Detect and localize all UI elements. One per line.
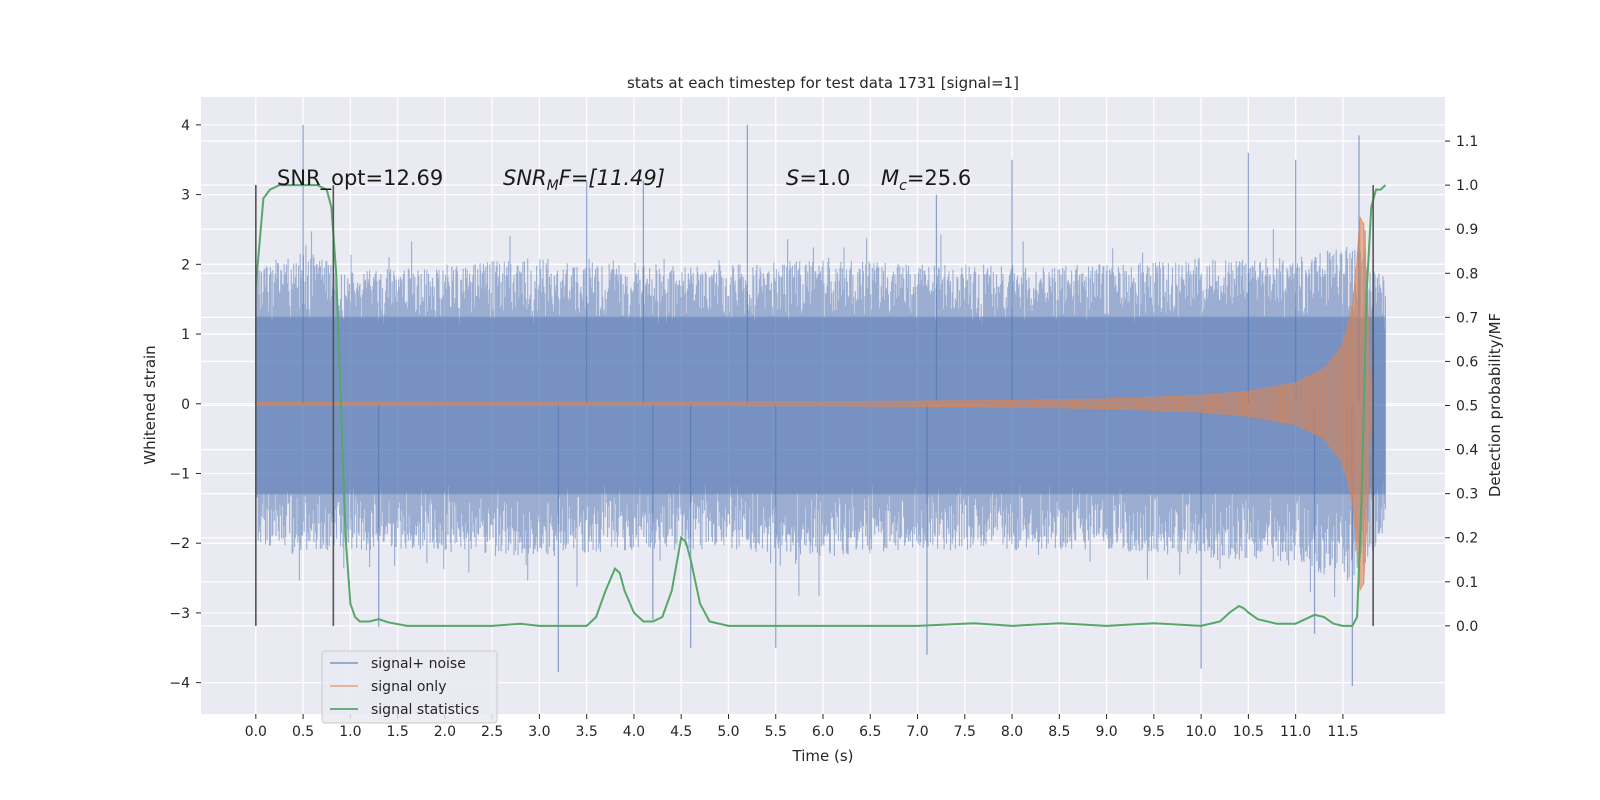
vertical-lines xyxy=(255,185,1374,626)
y-right-tick-label-0: 1.1 xyxy=(1456,134,1478,150)
legend-label-signal-only: signal only xyxy=(371,679,446,695)
x-tick-label-16: 8.0 xyxy=(1001,724,1023,740)
x-tick-label-2: 1.0 xyxy=(339,724,361,740)
y-left-tick-label-7: −3 xyxy=(169,606,190,622)
legend-box xyxy=(321,650,498,724)
annotation-snr-mf-suffix-f: F=[11.49] xyxy=(559,166,665,190)
x-tick-label-7: 3.5 xyxy=(576,724,598,740)
x-tick-label-19: 9.5 xyxy=(1143,724,1165,740)
series-layer xyxy=(254,124,1387,687)
x-tick-label-13: 6.5 xyxy=(859,724,881,740)
x-tick-label-14: 7.0 xyxy=(906,724,928,740)
x-tick-label-3: 1.5 xyxy=(386,724,408,740)
legend-label-signal-noise: signal+ noise xyxy=(371,656,466,672)
y-left-tick-label-0: 4 xyxy=(181,118,190,134)
y-right-tick-label-11: 0.0 xyxy=(1456,619,1478,635)
x-tick-label-8: 4.0 xyxy=(623,724,645,740)
y-right-tick-label-10: 0.1 xyxy=(1456,575,1478,591)
y-right-tick-label-6: 0.5 xyxy=(1456,399,1478,415)
x-axis-label: Time (s) xyxy=(792,747,854,765)
series-signal-statistics xyxy=(254,184,1387,627)
legend: signal+ noise signal only signal statist… xyxy=(321,650,498,724)
y-right-tick-label-1: 1.0 xyxy=(1456,178,1478,194)
y-left-tick-label-8: −4 xyxy=(169,676,190,692)
annotation-s-prefix: S xyxy=(786,166,799,190)
legend-label-signal-statistics: signal statistics xyxy=(371,702,479,718)
x-tick-label-17: 8.5 xyxy=(1048,724,1070,740)
annotation-mc: Mc=25.6 xyxy=(881,166,971,194)
y-left-tick-label-2: 2 xyxy=(181,257,190,273)
x-tick-label-18: 9.0 xyxy=(1095,724,1117,740)
x-tick-label-21: 10.5 xyxy=(1233,724,1264,740)
x-tick-label-20: 10.0 xyxy=(1186,724,1217,740)
x-tick-label-22: 11.0 xyxy=(1280,724,1311,740)
y-right-tick-label-2: 0.9 xyxy=(1456,222,1478,238)
x-tick-label-15: 7.5 xyxy=(954,724,976,740)
annotation-mc-prefix: M xyxy=(881,166,899,190)
annotation-mc-suffix: =25.6 xyxy=(907,166,971,190)
annotation-s-suffix: =1.0 xyxy=(799,166,850,190)
annotation-snr-mf-prefix: SNR xyxy=(503,166,547,190)
annotation-snr-opt: SNR_opt=12.69 xyxy=(277,166,443,191)
x-tick-label-1: 0.5 xyxy=(292,724,314,740)
y-left-tick-label-3: 1 xyxy=(181,327,190,343)
x-tick-label-5: 2.5 xyxy=(481,724,503,740)
annotation-s: S=1.0 xyxy=(786,166,850,190)
y-right-tick-label-9: 0.2 xyxy=(1456,531,1478,547)
chart-title: stats at each timestep for test data 173… xyxy=(627,74,1019,92)
y-right-tick-label-4: 0.7 xyxy=(1456,310,1478,326)
y-left-tick-label-1: 3 xyxy=(181,188,190,204)
y-right-tick-label-7: 0.4 xyxy=(1456,443,1478,459)
series-signal-only xyxy=(255,215,1372,592)
x-tick-label-9: 4.5 xyxy=(670,724,692,740)
y-axis-label-left: Whitened strain xyxy=(141,345,159,464)
ticks: 0.0 0.5 1.0 1.5 2.0 2.5 3.0 3.5 4.0 4.5 5.0 5.5 6.0 6… xyxy=(169,118,1478,740)
annotation-snr-mf-sub: M xyxy=(547,178,559,194)
x-tick-label-23: 11.5 xyxy=(1327,724,1358,740)
y-axis-label-right: Detection probability/MF xyxy=(1486,313,1504,497)
x-tick-label-11: 5.5 xyxy=(765,724,787,740)
y-left-tick-label-4: 0 xyxy=(181,397,190,413)
annotations: SNR_opt=12.69 SNRMF=[11.49] S=1.0 Mc=25.… xyxy=(277,166,971,194)
x-tick-label-0: 0.0 xyxy=(245,724,267,740)
y-right-tick-label-3: 0.8 xyxy=(1456,266,1478,282)
y-left-tick-label-5: −1 xyxy=(169,466,190,482)
x-tick-label-6: 3.0 xyxy=(528,724,550,740)
x-tick-label-4: 2.0 xyxy=(434,724,456,740)
annotation-mc-sub: c xyxy=(899,178,907,194)
x-tick-label-10: 5.0 xyxy=(717,724,739,740)
x-tick-label-12: 6.0 xyxy=(812,724,834,740)
annotation-snr-mf: SNRMF=[11.49] xyxy=(503,166,665,194)
y-left-tick-label-6: −2 xyxy=(169,536,190,552)
y-right-tick-label-8: 0.3 xyxy=(1456,487,1478,503)
y-right-tick-label-5: 0.6 xyxy=(1456,354,1478,370)
series-signal-only-oscillation xyxy=(917,219,1368,588)
